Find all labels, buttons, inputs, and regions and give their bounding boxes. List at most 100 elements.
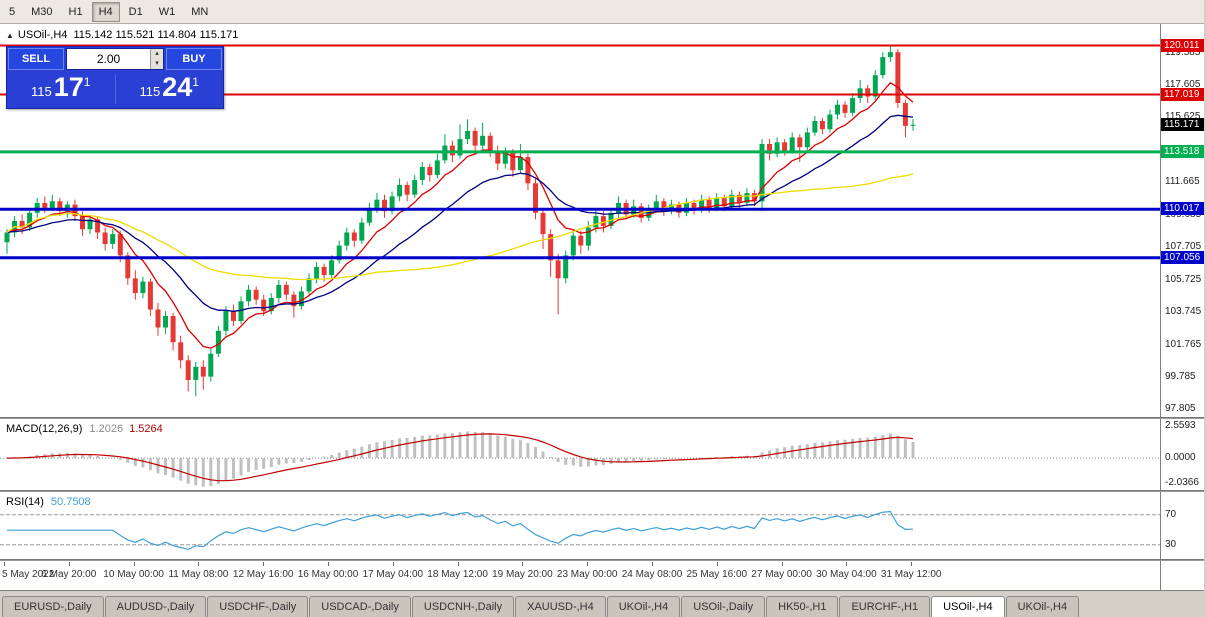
x-axis-label: 25 May 16:00 — [686, 569, 748, 580]
chart-tab-usdcnh-daily[interactable]: USDCNH-,Daily — [411, 596, 515, 617]
timeframe-group: 5 M30 H1 H4 D1 W1 MN — [0, 1, 216, 22]
sell-price-display[interactable]: 115171 — [7, 71, 115, 108]
chart-ohlc-values: 115.142 115.521 114.804 115.171 — [73, 29, 239, 41]
x-axis-label: 12 May 16:00 — [232, 569, 294, 580]
time-axis-tick — [457, 562, 459, 566]
x-axis-label: 19 May 20:00 — [492, 569, 553, 580]
chart-tab-bar: EURUSD-,Daily AUDUSD-,Daily USDCHF-,Daily U… — [0, 590, 1204, 617]
timeframe-button-m30[interactable]: M30 — [31, 5, 53, 18]
chart-tab-ukoil-h4[interactable]: UKOil-,H4 — [606, 596, 681, 617]
volume-field[interactable]: 2.00 ▴ ▾ — [66, 48, 164, 70]
rsi-panel-canvas[interactable] — [0, 493, 1160, 559]
panel-divider[interactable] — [0, 417, 1204, 419]
timeframe-button-mn[interactable]: MN — [191, 5, 209, 18]
one-click-panel-toggle-icon[interactable]: ▲ — [6, 31, 14, 40]
ma-line-8 — [6, 81, 914, 349]
time-axis-tick — [716, 562, 718, 566]
panel-divider[interactable] — [0, 490, 1204, 492]
chart-tab-usoil-h4[interactable]: USOil-,H4 — [931, 596, 1005, 617]
x-axis-label: 16 May 00:00 — [297, 569, 359, 580]
chart-symbol-timeframe: USOil-,H4 — [17, 29, 68, 41]
price-level-badge: 120.011 — [1161, 38, 1204, 52]
chart-tab-usdchf-daily[interactable]: USDCHF-,Daily — [207, 596, 309, 617]
timeframe-button-5[interactable]: 5 — [9, 5, 16, 18]
current-price-badge: 115.171 — [1161, 117, 1204, 131]
macd-panel-canvas[interactable] — [0, 420, 1160, 490]
buy-button[interactable]: BUY — [166, 48, 222, 70]
price-level-lines — [0, 44, 1160, 260]
macd-axis-label: 0.0000 — [1165, 452, 1196, 464]
timeframe-button-h4[interactable]: H4 — [91, 1, 120, 22]
time-axis[interactable]: 5 May 2022 6 May 20:00 10 May 00:00 11 May … — [0, 562, 1160, 590]
sell-price-pips: 17 — [53, 72, 84, 102]
macd-title: MACD(12,26,9) — [6, 423, 83, 435]
x-axis-label: 24 May 08:00 — [621, 569, 683, 580]
volume-increase-button[interactable]: ▴ — [151, 49, 163, 59]
y-axis-label: 103.745 — [1165, 306, 1202, 317]
rsi-title: RSI(14) — [6, 496, 44, 508]
x-axis-label: 10 May 00:00 — [103, 569, 164, 580]
x-axis-label: 17 May 04:00 — [362, 569, 424, 580]
time-axis-tick — [587, 562, 589, 566]
trade-panel-divider — [114, 75, 116, 104]
macd-axis-label: -2.0366 — [1165, 477, 1199, 489]
buy-price-display[interactable]: 115241 — [116, 71, 224, 108]
chart-tab-audusd-daily[interactable]: AUDUSD-,Daily — [104, 596, 207, 617]
x-axis-label: 11 May 08:00 — [168, 569, 229, 580]
sell-price-point: 1 — [83, 75, 91, 89]
y-axis-label: 115.625 — [1165, 111, 1200, 122]
volume-decrease-button[interactable]: ▾ — [151, 59, 163, 69]
chart-tab-usdcad-daily[interactable]: USDCAD-,Daily — [309, 596, 411, 617]
time-axis-tick — [522, 562, 524, 566]
timeframe-button-w1[interactable]: W1 — [158, 5, 176, 18]
y-axis-label: 111.665 — [1165, 176, 1200, 188]
candles-series — [4, 45, 916, 397]
chart-tab-xauusd-h4[interactable]: XAUUSD-,H4 — [515, 596, 606, 617]
timeframe-toolbar: 5 M30 H1 H4 D1 W1 MN — [0, 0, 1204, 24]
one-click-trading-panel: SELL 2.00 ▴ ▾ BUY 115171 115241 — [6, 46, 224, 109]
rsi-value: 50.7508 — [50, 496, 91, 508]
rsi-level-label: 70 — [1165, 508, 1177, 520]
macd-signal-value: 1.5264 — [129, 423, 163, 435]
time-axis-tick — [263, 562, 265, 566]
panel-divider[interactable] — [0, 559, 1204, 561]
buy-price-prefix: 115 — [139, 84, 161, 99]
x-axis-label: 6 May 20:00 — [41, 569, 97, 580]
chart-ohlc-header: ▲ USOil-,H4 115.142 115.521 114.804 115.17… — [6, 29, 238, 41]
timeframe-button-h1[interactable]: H1 — [68, 5, 83, 18]
rsi-header: RSI(14) 50.7508 — [6, 496, 91, 508]
chart-tab-usoil-daily[interactable]: USOil-,Daily — [681, 596, 766, 617]
chart-tab-hk50-h1[interactable]: HK50-,H1 — [766, 596, 839, 617]
y-axis-label: 97.805 — [1165, 403, 1196, 415]
macd-header: MACD(12,26,9) 1.2026 1.5264 — [6, 423, 163, 435]
time-axis-tick — [133, 562, 135, 566]
x-axis-label: 18 May 12:00 — [427, 569, 488, 580]
timeframe-button-d1[interactable]: D1 — [128, 5, 143, 18]
macd-histogram — [13, 431, 915, 487]
time-axis-tick — [652, 562, 653, 566]
time-axis-tick — [198, 562, 200, 566]
time-axis-tick — [68, 562, 70, 566]
time-axis-tick — [846, 562, 848, 566]
trade-panel-prices: 115171 115241 — [7, 71, 223, 108]
y-axis-label: 119.585 — [1165, 46, 1201, 58]
x-axis-label: 23 May 00:00 — [556, 569, 618, 580]
sell-button[interactable]: SELL — [8, 48, 64, 70]
chart-tab-eurusd-daily[interactable]: EURUSD-,Daily — [2, 596, 104, 617]
chart-tab-ukoil-h4[interactable]: UKOil-,H4 — [1005, 596, 1080, 617]
chart-tab-eurchf-h1[interactable]: EURCHF-,H1 — [839, 596, 931, 617]
price-level-badge: 110.017 — [1161, 202, 1204, 216]
time-axis-tick — [328, 562, 329, 566]
buy-price-point: 1 — [192, 75, 199, 89]
price-level-badge: 113.518 — [1161, 144, 1204, 158]
macd-value: 1.2026 — [89, 423, 124, 435]
y-axis-label: 101.765 — [1165, 338, 1202, 350]
buy-price-pips: 24 — [162, 72, 193, 102]
volume-value: 2.00 — [96, 52, 121, 66]
sell-price-prefix: 115 — [31, 84, 52, 99]
y-axis-label: 105.725 — [1165, 273, 1202, 285]
y-axis-label: 107.705 — [1165, 241, 1202, 253]
rsi-line — [7, 510, 914, 551]
ma-line-50 — [6, 173, 914, 281]
